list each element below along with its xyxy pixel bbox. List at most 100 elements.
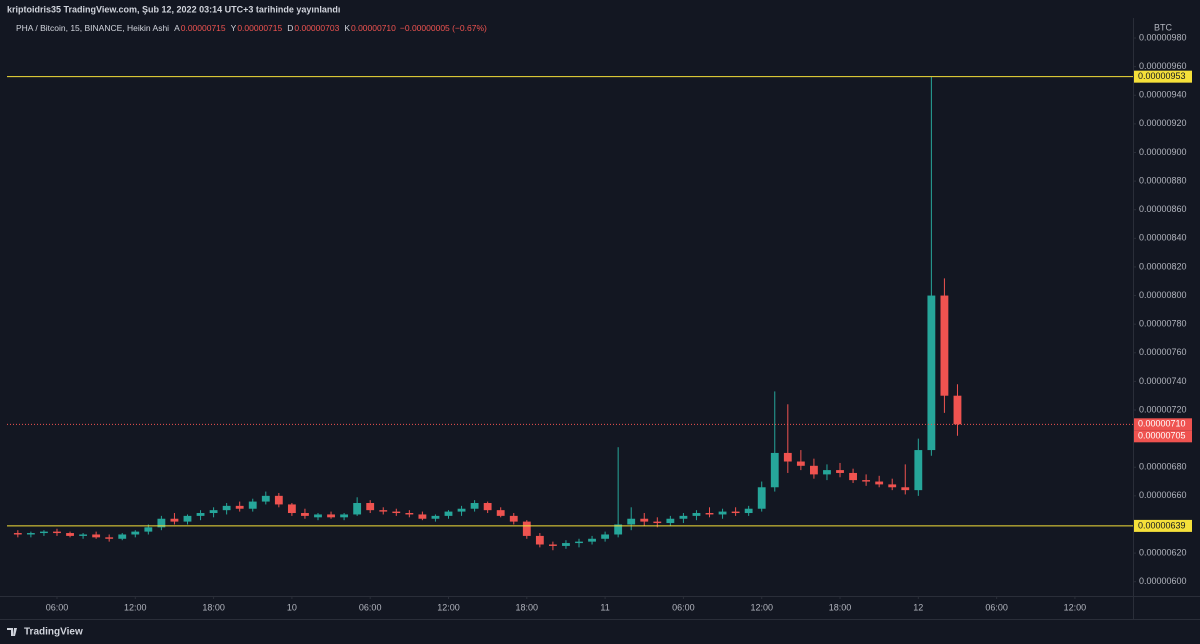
candle-body xyxy=(144,527,153,532)
candle-body xyxy=(666,518,675,524)
candle-body xyxy=(366,503,375,511)
ohlc-value: 0.00000710 xyxy=(351,23,396,33)
x-tick-label: 12:00 xyxy=(437,602,460,612)
price-label: 0.00000705 xyxy=(1138,431,1186,441)
candle-body xyxy=(927,295,936,451)
candle-body xyxy=(692,513,701,516)
candle-body xyxy=(183,515,192,522)
ohlc-key: K xyxy=(344,23,350,33)
candle-body xyxy=(26,533,35,535)
x-tick-label: 06:00 xyxy=(46,602,69,612)
candle-body xyxy=(535,535,544,545)
candle-body xyxy=(444,511,453,516)
y-tick-label: 0.00000680 xyxy=(1139,462,1187,472)
y-tick-label: 0.00000820 xyxy=(1139,261,1187,271)
candle-body xyxy=(627,518,636,525)
price-label: 0.00000639 xyxy=(1138,520,1186,530)
candle-body xyxy=(770,452,779,488)
price-label: 0.00000953 xyxy=(1138,71,1186,81)
y-tick-label: 0.00000720 xyxy=(1139,404,1187,414)
candle-body xyxy=(548,544,557,546)
x-tick-label: 06:00 xyxy=(672,602,695,612)
y-tick-label: 0.00000860 xyxy=(1139,204,1187,214)
candle-body xyxy=(653,521,662,524)
y-tick-label: 0.00000660 xyxy=(1139,490,1187,500)
candle-body xyxy=(562,543,570,546)
y-tick-label: 0.00000600 xyxy=(1139,576,1187,586)
candle-body xyxy=(809,465,818,475)
candle-body xyxy=(718,511,727,515)
candle-body xyxy=(836,470,844,473)
candle-body xyxy=(862,480,871,482)
symbol: PHA / Bitcoin, 15, BINANCE, Heikin Ashi xyxy=(16,23,169,33)
ohlc-key: D xyxy=(287,23,293,33)
candle-body xyxy=(731,511,740,514)
candle-body xyxy=(209,510,218,514)
x-tick-label: 18:00 xyxy=(202,602,225,612)
footer-brand: TradingView xyxy=(24,627,83,638)
candle-body xyxy=(470,503,479,509)
candle-body xyxy=(705,513,714,515)
candle-body xyxy=(170,518,179,522)
y-tick-label: 0.00000980 xyxy=(1139,32,1187,42)
candle-body xyxy=(340,514,349,518)
ohlc-key: Y xyxy=(231,23,237,33)
candle-body xyxy=(496,510,505,516)
y-tick-label: 0.00000780 xyxy=(1139,319,1187,329)
x-tick-label: 12:00 xyxy=(750,602,773,612)
y-tick-label: 0.00000840 xyxy=(1139,233,1187,243)
x-tick-label: 06:00 xyxy=(985,602,1008,612)
candle-body xyxy=(274,495,283,505)
y-tick-label: 0.00000940 xyxy=(1139,90,1187,100)
candle-body xyxy=(248,501,257,509)
candle-body xyxy=(509,515,518,522)
candle-body xyxy=(301,513,309,516)
x-tick-label: 12:00 xyxy=(124,602,147,612)
candle-body xyxy=(53,531,61,534)
header: kriptoidris35 TradingView.com, Şub 12, 2… xyxy=(7,4,340,14)
y-tick-label: 0.00000920 xyxy=(1139,118,1187,128)
candle-body xyxy=(66,533,74,536)
candle-body xyxy=(849,472,857,481)
x-tick-label: 10 xyxy=(287,602,297,612)
candle-body xyxy=(235,505,244,509)
ohlc-key: A xyxy=(174,23,180,33)
price-label-box xyxy=(1134,430,1192,443)
candle-body xyxy=(157,518,166,528)
y-tick-label: 0.00000620 xyxy=(1139,547,1187,557)
candle-body xyxy=(105,537,114,539)
candle-body xyxy=(287,504,296,514)
candle-body xyxy=(379,510,388,512)
ohlc-value: 0.00000703 xyxy=(294,23,339,33)
candle-body xyxy=(118,534,127,539)
change: −0.00000005 (−0.67%) xyxy=(400,23,487,33)
ohlc-value: 0.00000715 xyxy=(237,23,282,33)
y-tick-label: 0.00000760 xyxy=(1139,347,1187,357)
x-tick-label: 18:00 xyxy=(829,602,852,612)
footer-logo xyxy=(7,628,17,636)
candle-body xyxy=(522,521,531,536)
y-tick-label: 0.00000800 xyxy=(1139,290,1187,300)
price-label-box xyxy=(1134,70,1192,83)
price-label: 0.00000710 xyxy=(1138,419,1186,429)
candle-body xyxy=(196,513,205,516)
candle-body xyxy=(875,481,884,485)
candle-body xyxy=(588,538,596,542)
candle-body xyxy=(261,495,270,502)
candle-body xyxy=(757,487,766,509)
candle-body xyxy=(679,515,688,519)
candle-body xyxy=(222,505,231,511)
candle-body xyxy=(353,503,362,515)
x-tick-label: 12 xyxy=(913,602,923,612)
y-tick-label: 0.00000880 xyxy=(1139,175,1187,185)
candle-body xyxy=(327,514,335,518)
candle-body xyxy=(392,511,401,514)
candle-body xyxy=(940,295,949,396)
unit-label: BTC xyxy=(1154,22,1173,32)
candle-body xyxy=(914,450,923,491)
candle-body xyxy=(901,487,910,491)
price-label-box xyxy=(1134,418,1192,431)
